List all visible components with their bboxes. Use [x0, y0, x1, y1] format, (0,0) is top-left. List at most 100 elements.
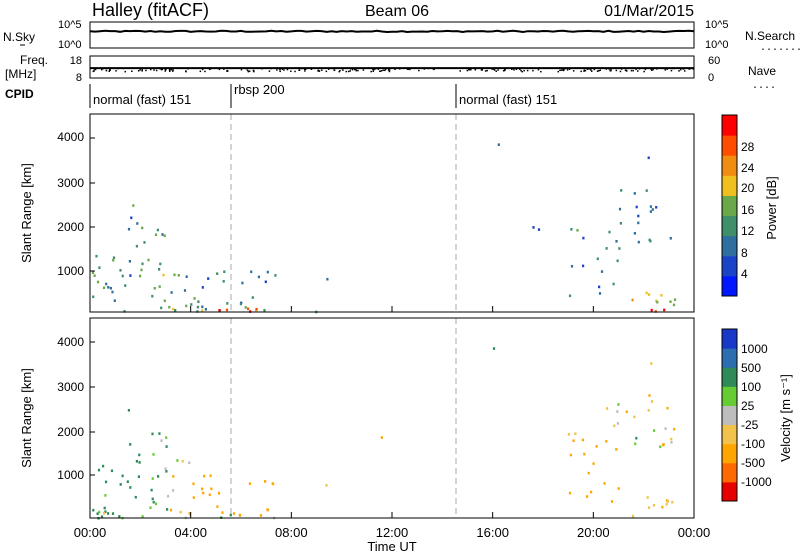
velocity-cell — [179, 510, 182, 514]
freq-point — [671, 67, 674, 70]
velocity-cell — [652, 504, 656, 507]
freq-point — [172, 68, 174, 70]
velocity-cell — [635, 436, 638, 440]
freq-point — [481, 69, 483, 71]
freq-point — [223, 68, 225, 70]
power-cell — [197, 300, 200, 303]
power-cell — [648, 238, 651, 242]
power-cell — [102, 286, 106, 290]
velocity-cell — [169, 508, 173, 512]
velocity-cell — [167, 494, 170, 498]
freq-point — [219, 67, 221, 70]
power-cbar-tick-20: 20 — [741, 181, 755, 195]
power-cell — [637, 240, 640, 244]
velocity-cell — [232, 512, 236, 515]
velocity-cell — [152, 453, 155, 456]
freq-point — [153, 69, 155, 71]
freq-point — [688, 67, 690, 70]
nsearch-label: N.Search — [745, 29, 795, 43]
freq-point — [347, 70, 350, 73]
power-cell — [162, 273, 165, 277]
velocity-cell — [606, 407, 609, 410]
xtick-4: 04:00 — [174, 525, 207, 540]
velocity-cell — [188, 512, 191, 515]
power-cell — [112, 256, 116, 259]
velocity-cell — [248, 482, 251, 485]
freq-point — [131, 70, 133, 72]
freq-point — [268, 70, 271, 72]
power-cell — [141, 226, 144, 230]
power-cell — [185, 304, 188, 308]
freq-point — [321, 69, 323, 71]
vel-cbar-tick-25: 25 — [741, 399, 755, 413]
power-cell — [91, 271, 94, 274]
freq-point — [247, 70, 250, 73]
power-ytick-3000: 3000 — [57, 176, 84, 190]
velocity-cell — [201, 487, 204, 491]
freq-point — [502, 70, 505, 72]
freq-point — [423, 68, 426, 70]
freq-point — [170, 69, 172, 71]
power-cell — [497, 143, 500, 146]
freq-point — [245, 67, 247, 70]
velocity-cell — [587, 471, 590, 475]
freq-point — [187, 68, 189, 70]
power-cell — [128, 260, 131, 263]
freq-point — [283, 69, 285, 71]
freq-point — [281, 68, 284, 70]
freq-point — [495, 70, 497, 72]
velocity-cell — [181, 459, 184, 463]
velocity-cell — [670, 441, 673, 444]
velocity-cell — [567, 433, 570, 436]
velocity-cell — [104, 480, 108, 484]
freq-point — [201, 68, 204, 71]
freq-point — [520, 69, 522, 72]
vel-ytick-4000: 4000 — [57, 335, 84, 349]
freq-point — [92, 70, 95, 73]
nave-legend-dots: ···· — [752, 83, 776, 94]
velocity-cell — [96, 512, 99, 515]
power-cell — [168, 305, 171, 309]
freq-point — [270, 67, 272, 70]
power-cell — [605, 247, 608, 250]
freq-point — [109, 69, 111, 71]
velocity-cell — [102, 512, 106, 515]
power-cell — [598, 285, 601, 289]
freq-point — [474, 69, 477, 71]
freq-point — [105, 69, 108, 72]
velocity-cell — [325, 484, 328, 487]
freq-point — [204, 70, 206, 73]
freq-point — [318, 70, 321, 72]
velocity-cell — [138, 461, 141, 464]
velocity-cell — [259, 514, 263, 517]
power-cbar-tick-4: 4 — [741, 267, 748, 281]
velocity-cell — [149, 506, 152, 509]
velocity-cell — [165, 445, 168, 448]
power-cell — [669, 300, 672, 303]
freq-point — [466, 69, 469, 72]
power-cell — [537, 228, 541, 231]
velocity-cell — [134, 495, 137, 499]
velocity-colorbar-swatch — [722, 367, 737, 387]
power-cell — [673, 298, 677, 301]
velocity-cell — [671, 500, 674, 504]
freq-point — [246, 69, 249, 71]
velocity-cell — [581, 438, 584, 442]
power-cell — [127, 227, 131, 231]
velocity-cell — [661, 443, 665, 447]
power-cell — [96, 280, 100, 284]
freq-point — [593, 67, 595, 69]
power-cell — [222, 280, 225, 283]
beam-title: Beam 06 — [365, 3, 429, 20]
power-colorbar-swatch — [722, 115, 737, 136]
freq-point — [591, 70, 593, 72]
power-cbar-ticks: 28 24 20 16 12 8 4 — [741, 140, 755, 281]
freq-point — [644, 68, 647, 71]
freq-point — [599, 69, 601, 71]
nsky-tick-high: 10^5 — [58, 19, 82, 31]
freq-point — [470, 68, 472, 71]
velocity-cell — [154, 502, 158, 506]
freq-point — [468, 69, 470, 71]
freq-point — [325, 70, 328, 73]
power-cbar-tick-12: 12 — [741, 224, 755, 238]
